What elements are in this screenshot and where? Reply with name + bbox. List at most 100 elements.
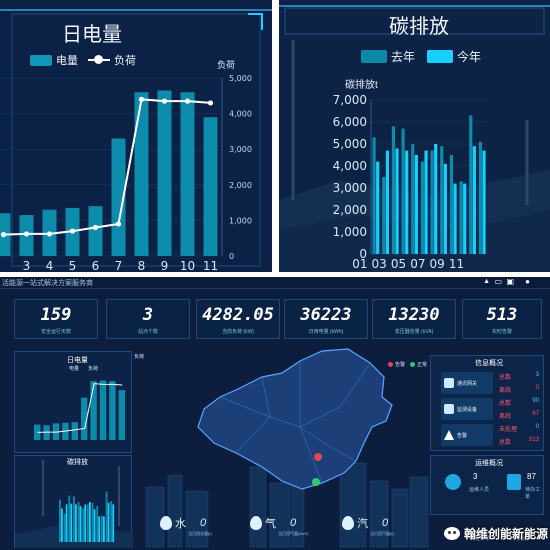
- map-alert-marker[interactable]: [314, 453, 322, 461]
- legend-thisyear-label: 今年: [457, 50, 482, 64]
- mini-bar-this: [112, 504, 115, 542]
- info-value-row: 未处理 0: [499, 424, 539, 433]
- info-title: 信息概况: [475, 360, 503, 367]
- user-icon[interactable]: ●: [525, 277, 530, 286]
- map-legend-alert: 告警: [395, 362, 406, 368]
- bar-last-year: [459, 181, 463, 254]
- bar-last-year: [449, 155, 454, 254]
- bell-icon[interactable]: ▲: [483, 278, 490, 285]
- mini-bar-last: [101, 515, 103, 542]
- legend-bar-swatch: [30, 54, 52, 66]
- bar-last-year: [382, 177, 386, 254]
- ops-orders-label: 待办工单: [525, 487, 541, 500]
- electric-chart: 0 1,000 2,000 3,000 4,000 5,000 3 4 5 6 7 8 9 10 11: [0, 74, 252, 272]
- mini-bar-last: [63, 514, 66, 542]
- gateway-icon: [444, 378, 454, 388]
- stat-label: 站点个数: [137, 329, 158, 335]
- mini-bar: [90, 381, 97, 440]
- info-value-number: 67: [532, 411, 539, 417]
- mini-bar: [99, 380, 107, 440]
- x-tick-label: 10: [180, 259, 195, 272]
- energy-value: 0: [200, 517, 207, 529]
- bar-electricity: [157, 90, 172, 257]
- mini-bar-last: [77, 502, 80, 542]
- minimize-icon[interactable]: ▭: [494, 277, 502, 286]
- energy-unit: 当日用水量(t): [188, 531, 212, 536]
- info-item-label: 通讯网关: [457, 380, 478, 387]
- chart-legend: 去年 今年: [361, 48, 481, 65]
- y-tick-label: 5,000: [333, 137, 367, 151]
- info-item-label: 监测设备: [457, 406, 478, 413]
- info-item-label: 告警: [457, 432, 468, 439]
- legend-thisyear-swatch: [427, 50, 454, 63]
- china-map[interactable]: [0, 277, 550, 550]
- mini-bar-this: [65, 504, 68, 542]
- stat-value: 159: [40, 305, 72, 325]
- bar-this-year: [472, 146, 476, 254]
- bar-last-year: [372, 137, 376, 254]
- chart-legend: 电量 负荷: [30, 52, 136, 68]
- y-tick-label: 5,000: [229, 74, 252, 83]
- bottom-label-b: 工作完成: [508, 536, 529, 542]
- gas-icon: [250, 516, 262, 530]
- info-value-label: 离线: [499, 414, 512, 420]
- info-value-label: 离线: [499, 388, 512, 394]
- mini-bar: [118, 390, 125, 440]
- mini-bar-this: [93, 509, 96, 542]
- ops-staff-label: 运维人员: [469, 487, 490, 493]
- stat-label: 安全运行天数: [40, 329, 71, 335]
- y-tick-label: 1,000: [229, 216, 252, 225]
- energy-item: 水 0 当日用水量(t): [160, 515, 212, 536]
- x-tick-label: 11: [203, 259, 218, 272]
- info-value-label: 总数: [499, 401, 512, 407]
- y-tick-label: 3,000: [229, 145, 252, 154]
- mini-axis-label: 负荷: [134, 354, 145, 360]
- mini-electric-box: 日电量 电量 负荷: [14, 351, 132, 453]
- energy-value: 0: [382, 517, 389, 529]
- carbon-background: [279, 5, 550, 272]
- energy-name: 汽: [357, 518, 368, 530]
- stat-value: 513: [486, 305, 518, 325]
- info-value-row: 离线 0: [499, 385, 539, 394]
- mini-title-carbon: 碳排放: [67, 459, 88, 466]
- stat-card: 513 实时告警: [462, 299, 542, 339]
- energy-name: 气: [265, 518, 276, 530]
- stat-card: 36223 日用电量 (kWh): [284, 299, 368, 339]
- bar-last-year: [478, 141, 483, 254]
- energy-item: 气 0 当日用气量(Nm³): [250, 515, 308, 536]
- order-icon: [507, 474, 521, 490]
- info-item[interactable]: 告警: [441, 424, 493, 446]
- ops-overview-box: 运维概况 3 运维人员 87 待办工单: [430, 455, 544, 515]
- bar-last-year: [440, 146, 444, 254]
- mini-bar-last: [73, 496, 75, 542]
- mini-electric-chart: [34, 380, 125, 440]
- fullscreen-icon[interactable]: ▣: [506, 277, 514, 286]
- stat-value: 36223: [300, 305, 352, 325]
- steam-icon: [342, 516, 354, 530]
- y-axis-title: 碳排放t: [345, 80, 378, 91]
- mini-bar-last: [87, 504, 89, 542]
- stat-card: 3 站点个数: [106, 299, 190, 339]
- city-skyline: [145, 462, 429, 548]
- panel-title: 碳排放: [389, 14, 449, 38]
- load-line: [3, 98, 211, 236]
- x-tick-label: 03: [372, 257, 387, 271]
- x-tick-label: 8: [138, 259, 146, 272]
- wechat-icon: [443, 527, 460, 540]
- ops-staff-value: 3: [473, 472, 478, 481]
- info-item[interactable]: 监测设备: [441, 398, 493, 420]
- load-point: [0, 232, 7, 238]
- x-tick-label: 05: [391, 257, 406, 271]
- info-item[interactable]: 通讯网关: [441, 372, 493, 394]
- legend-bar-label: 电量: [56, 55, 78, 67]
- bar-last-year: [430, 150, 434, 254]
- stat-value: 13230: [388, 305, 440, 325]
- load-point: [92, 224, 99, 231]
- map-normal-marker[interactable]: [312, 478, 320, 486]
- y-tick-label: 4,000: [333, 159, 367, 173]
- load-point: [69, 228, 76, 234]
- x-tick-label: 3: [23, 259, 31, 272]
- staff-icon: [445, 474, 461, 490]
- mini-bar-this: [103, 516, 105, 542]
- load-point: [184, 98, 191, 104]
